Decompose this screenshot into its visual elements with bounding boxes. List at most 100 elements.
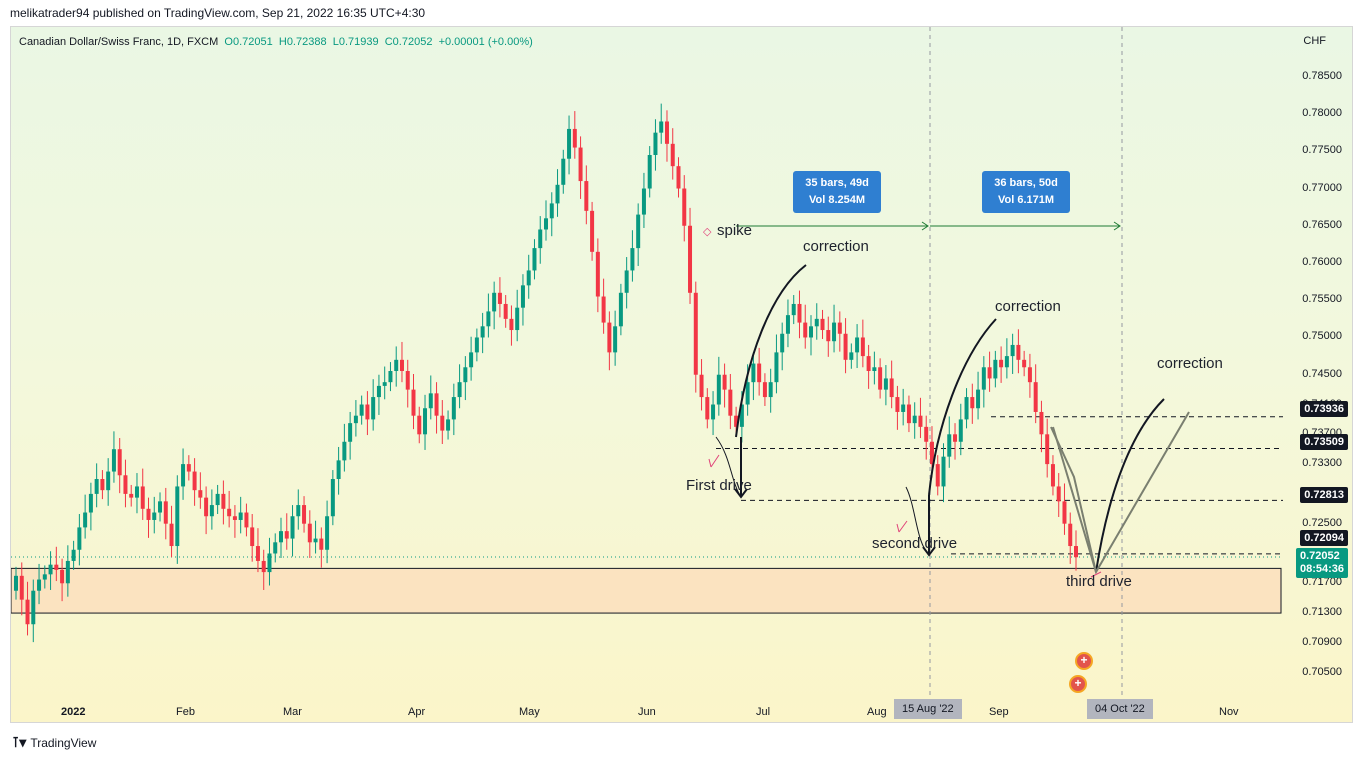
candle-body bbox=[255, 546, 260, 561]
candle-body bbox=[325, 516, 330, 550]
price-tick: 0.74500 bbox=[1302, 367, 1342, 380]
candle-body bbox=[526, 270, 531, 286]
candle-body bbox=[428, 393, 433, 409]
candle-body bbox=[613, 326, 618, 353]
price-tick: 0.71700 bbox=[1302, 576, 1342, 589]
correction-label-2[interactable]: correction bbox=[995, 298, 1061, 315]
second-marker bbox=[896, 520, 908, 533]
candle-body bbox=[163, 501, 168, 524]
candle-body bbox=[365, 404, 370, 420]
legend-low: L0.71939 bbox=[332, 36, 379, 48]
level-badge-3: 0.72813 bbox=[1300, 487, 1348, 503]
candle-body bbox=[25, 599, 30, 625]
candle-body bbox=[993, 359, 998, 379]
candle-body bbox=[762, 382, 767, 398]
candle-body bbox=[388, 371, 393, 383]
candle-body bbox=[970, 397, 975, 409]
candle-body bbox=[768, 382, 773, 398]
second-drive-dashed bbox=[905, 486, 930, 556]
plot-area[interactable]: ◇ bbox=[11, 27, 1353, 723]
candle-body bbox=[359, 404, 364, 416]
candle-body bbox=[457, 382, 462, 398]
candle-body bbox=[641, 188, 646, 215]
correction-curve-3 bbox=[1095, 398, 1165, 573]
candle-body bbox=[158, 501, 163, 513]
candle-body bbox=[244, 512, 249, 528]
candle-body bbox=[54, 564, 59, 570]
candle-body bbox=[181, 464, 186, 487]
candle-body bbox=[209, 505, 214, 517]
candle-body bbox=[647, 155, 652, 189]
candle-body bbox=[780, 333, 785, 353]
legend-change: +0.00001 (+0.00%) bbox=[438, 36, 533, 48]
economic-event-icon[interactable]: + bbox=[1075, 652, 1093, 670]
candle-body bbox=[186, 464, 191, 472]
candle-body bbox=[129, 493, 134, 498]
candle-body bbox=[146, 508, 151, 520]
candle-body bbox=[88, 493, 93, 513]
measure-box-1[interactable]: 35 bars, 49d Vol 8.254M bbox=[793, 171, 881, 213]
candle-body bbox=[901, 404, 906, 412]
second-drive-label[interactable]: second drive bbox=[872, 535, 958, 552]
candle-body bbox=[152, 512, 157, 520]
symbol-name[interactable]: Canadian Dollar/Swiss Franc, 1D, FXCM bbox=[19, 36, 219, 48]
candle-body bbox=[192, 471, 197, 491]
candle-body bbox=[134, 486, 139, 498]
candle-body bbox=[71, 549, 76, 561]
projection-drop bbox=[1050, 426, 1097, 573]
measure-box-2[interactable]: 36 bars, 50d Vol 6.171M bbox=[982, 171, 1070, 213]
currency-label: CHF bbox=[1303, 35, 1326, 47]
candle-body bbox=[405, 371, 410, 390]
candle-body bbox=[474, 337, 479, 353]
time-tick: Jun bbox=[638, 706, 656, 718]
time-tick: Apr bbox=[408, 706, 426, 718]
candle-body bbox=[832, 322, 837, 342]
candle-body bbox=[722, 374, 727, 390]
candle-body bbox=[486, 311, 491, 327]
candle-body bbox=[376, 385, 381, 398]
price-tick: 0.70500 bbox=[1302, 665, 1342, 678]
price-tick: 0.75500 bbox=[1302, 293, 1342, 306]
candle-body bbox=[682, 188, 687, 226]
candle-body bbox=[319, 538, 324, 550]
economic-event-icon[interactable]: + bbox=[1069, 675, 1087, 693]
candle-body bbox=[601, 296, 606, 323]
candle-body bbox=[221, 493, 226, 509]
measure-vol-2: Vol 6.171M bbox=[997, 194, 1055, 206]
candle-body bbox=[463, 367, 468, 383]
candle-body bbox=[676, 166, 681, 189]
first-drive-label[interactable]: First drive bbox=[686, 477, 752, 494]
third-drive-label[interactable]: third drive bbox=[1066, 573, 1132, 590]
candle-body bbox=[140, 486, 145, 509]
candle-body bbox=[94, 479, 99, 494]
candle-body bbox=[716, 374, 721, 405]
candle-body bbox=[728, 389, 733, 416]
candle-body bbox=[935, 464, 940, 487]
candle-body bbox=[261, 560, 266, 573]
candle-body bbox=[630, 248, 635, 271]
candle-body bbox=[803, 322, 808, 338]
price-tick: 0.77000 bbox=[1302, 181, 1342, 194]
current-price: 0.72052 bbox=[1299, 550, 1340, 562]
footer-brand[interactable]: TradingView bbox=[30, 735, 97, 750]
candle-body bbox=[1050, 464, 1055, 487]
candle-body bbox=[83, 512, 88, 528]
candle-body bbox=[774, 352, 779, 383]
time-tick: Nov bbox=[1219, 706, 1239, 718]
price-tick: 0.78000 bbox=[1302, 107, 1342, 120]
candle-body bbox=[1039, 411, 1044, 435]
candle-body bbox=[924, 426, 929, 442]
candle-body bbox=[941, 456, 946, 487]
correction-label-1[interactable]: correction bbox=[803, 238, 869, 255]
price-tick: 0.78500 bbox=[1302, 69, 1342, 82]
correction-label-3[interactable]: correction bbox=[1157, 355, 1223, 372]
price-tick: 0.70900 bbox=[1302, 635, 1342, 648]
tradingview-logo-icon[interactable]: ⊺▾ bbox=[12, 734, 27, 750]
bar-countdown: 08:54:36 bbox=[1299, 563, 1344, 575]
chart-panel[interactable]: ◇ Canadian Dollar/Swiss Franc, 1D, FXCM … bbox=[10, 26, 1353, 723]
candle-body bbox=[417, 415, 422, 435]
candle-body bbox=[19, 575, 24, 600]
level-badge-4: 0.72094 bbox=[1300, 530, 1348, 546]
legend-open: O0.72051 bbox=[224, 36, 273, 48]
spike-label[interactable]: spike bbox=[717, 222, 753, 239]
